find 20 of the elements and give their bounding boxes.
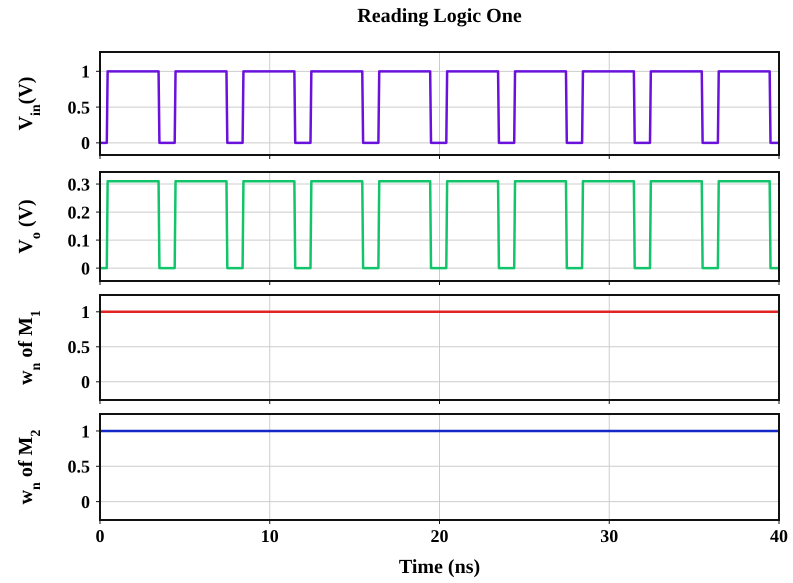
y-tick-label: 0: [81, 372, 90, 392]
y-tick-label: 0: [81, 258, 90, 278]
x-tick-label: 20: [430, 526, 448, 546]
y-tick-label: 0: [81, 133, 90, 154]
x-tick-label: 0: [96, 526, 104, 546]
x-tick-label: 10: [260, 526, 279, 546]
y-tick-label: 1: [81, 302, 90, 322]
y-tick-label: 1: [81, 62, 90, 82]
y-tick-label: 0.5: [68, 97, 90, 118]
x-axis-title: Time (ns): [398, 556, 480, 578]
y-tick-label: 0.5: [68, 337, 90, 358]
y-tick-label: 0.3: [68, 174, 90, 194]
y-tick-label: 0: [81, 492, 90, 512]
y-tick-label: 1: [81, 421, 90, 442]
x-tick-label: 40: [770, 526, 788, 546]
y-tick-label: 0.1: [68, 230, 90, 250]
y-tick-label: 0.5: [68, 456, 90, 477]
y-tick-label: 0.2: [68, 202, 90, 222]
chart-title: Reading Logic One: [357, 5, 522, 27]
x-tick-label: 30: [600, 526, 618, 546]
